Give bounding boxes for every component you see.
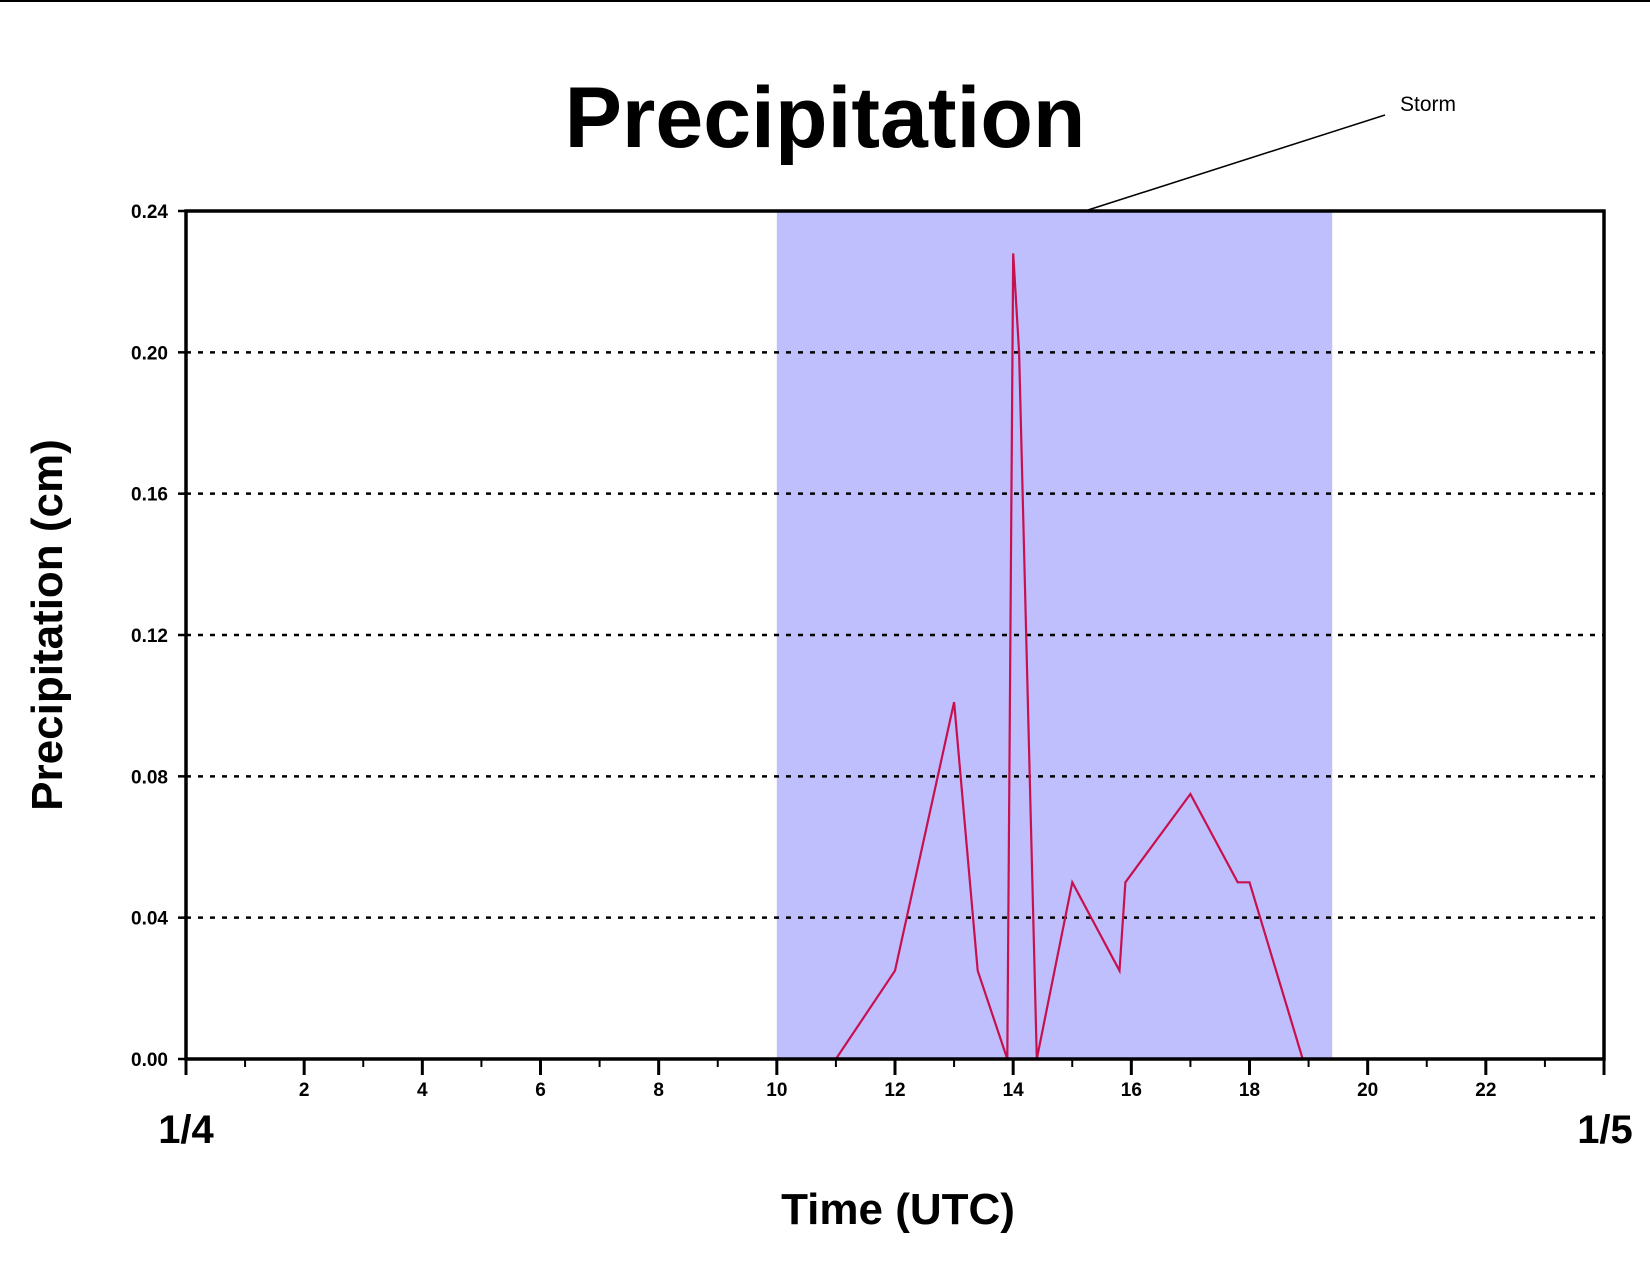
y-tick-label-2: 0.08 [131,767,168,788]
x-tick-label-4: 10 [766,1080,787,1101]
x-tick-label-0: 2 [299,1080,310,1101]
x-tick-label-10: 22 [1475,1080,1496,1101]
end-date-label: 1/5 [1577,1108,1633,1152]
y-axis-title: Precipitation (cm) [23,439,72,811]
grid-layer [186,351,1604,919]
y-tick-label-4: 0.16 [131,485,168,506]
chart-title: Precipitation [565,70,1086,166]
y-tick-label-6: 0.24 [131,202,168,223]
tick-layer: 0.00 0.04 0.08 0.12 0.16 0.20 0.24 2 4 6 8 10 12 14 16… [131,202,1606,1101]
y-tick-label-1: 0.04 [131,909,168,930]
x-tick-label-9: 20 [1357,1080,1378,1101]
x-tick-label-3: 8 [653,1080,664,1101]
x-tick-label-5: 12 [884,1080,905,1101]
x-tick-label-8: 18 [1239,1080,1260,1101]
storm-annotation-leader [1087,114,1386,211]
x-tick-label-7: 16 [1121,1080,1142,1101]
x-tick-label-1: 4 [417,1080,428,1101]
start-date-label: 1/4 [158,1108,214,1152]
y-tick-label-5: 0.20 [131,343,168,364]
x-axis-title: Time (UTC) [781,1185,1015,1234]
y-tick-label-3: 0.12 [131,626,168,647]
y-tick-label-0: 0.00 [131,1050,168,1071]
x-tick-label-6: 14 [1003,1080,1025,1101]
x-tick-label-2: 6 [535,1080,546,1101]
storm-annotation-label: Storm [1400,93,1456,116]
